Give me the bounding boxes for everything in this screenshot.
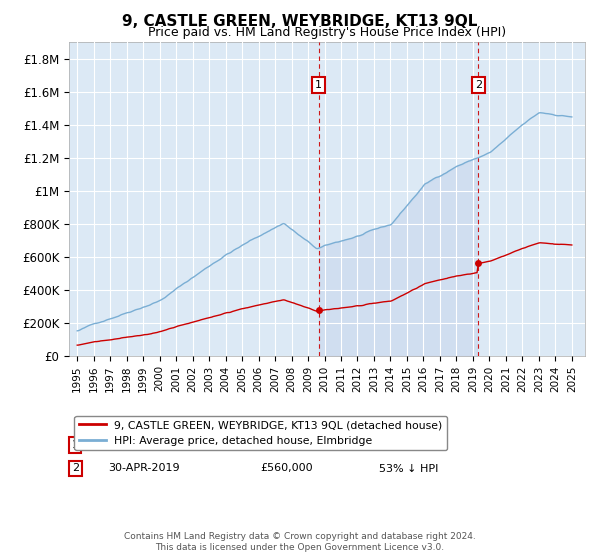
Text: 30-APR-2019: 30-APR-2019 (108, 464, 179, 474)
Text: 2: 2 (71, 464, 79, 474)
Legend: 9, CASTLE GREEN, WEYBRIDGE, KT13 9QL (detached house), HPI: Average price, detac: 9, CASTLE GREEN, WEYBRIDGE, KT13 9QL (de… (74, 416, 447, 450)
Text: 9, CASTLE GREEN, WEYBRIDGE, KT13 9QL: 9, CASTLE GREEN, WEYBRIDGE, KT13 9QL (122, 14, 478, 29)
Text: 1: 1 (71, 440, 79, 450)
Text: 53% ↓ HPI: 53% ↓ HPI (379, 464, 438, 474)
Text: 28-AUG-2009: 28-AUG-2009 (108, 440, 182, 450)
Text: £275,000: £275,000 (260, 440, 313, 450)
Text: Contains HM Land Registry data © Crown copyright and database right 2024.
This d: Contains HM Land Registry data © Crown c… (124, 532, 476, 552)
Text: 62% ↓ HPI: 62% ↓ HPI (379, 440, 438, 450)
Text: 1: 1 (315, 80, 322, 90)
Title: Price paid vs. HM Land Registry's House Price Index (HPI): Price paid vs. HM Land Registry's House … (148, 26, 506, 39)
Text: £560,000: £560,000 (260, 464, 313, 474)
Text: 2: 2 (475, 80, 482, 90)
